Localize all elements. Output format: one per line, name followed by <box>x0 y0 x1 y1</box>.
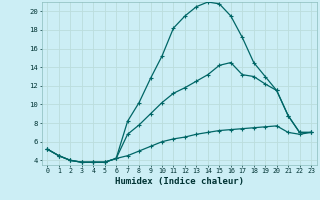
X-axis label: Humidex (Indice chaleur): Humidex (Indice chaleur) <box>115 177 244 186</box>
